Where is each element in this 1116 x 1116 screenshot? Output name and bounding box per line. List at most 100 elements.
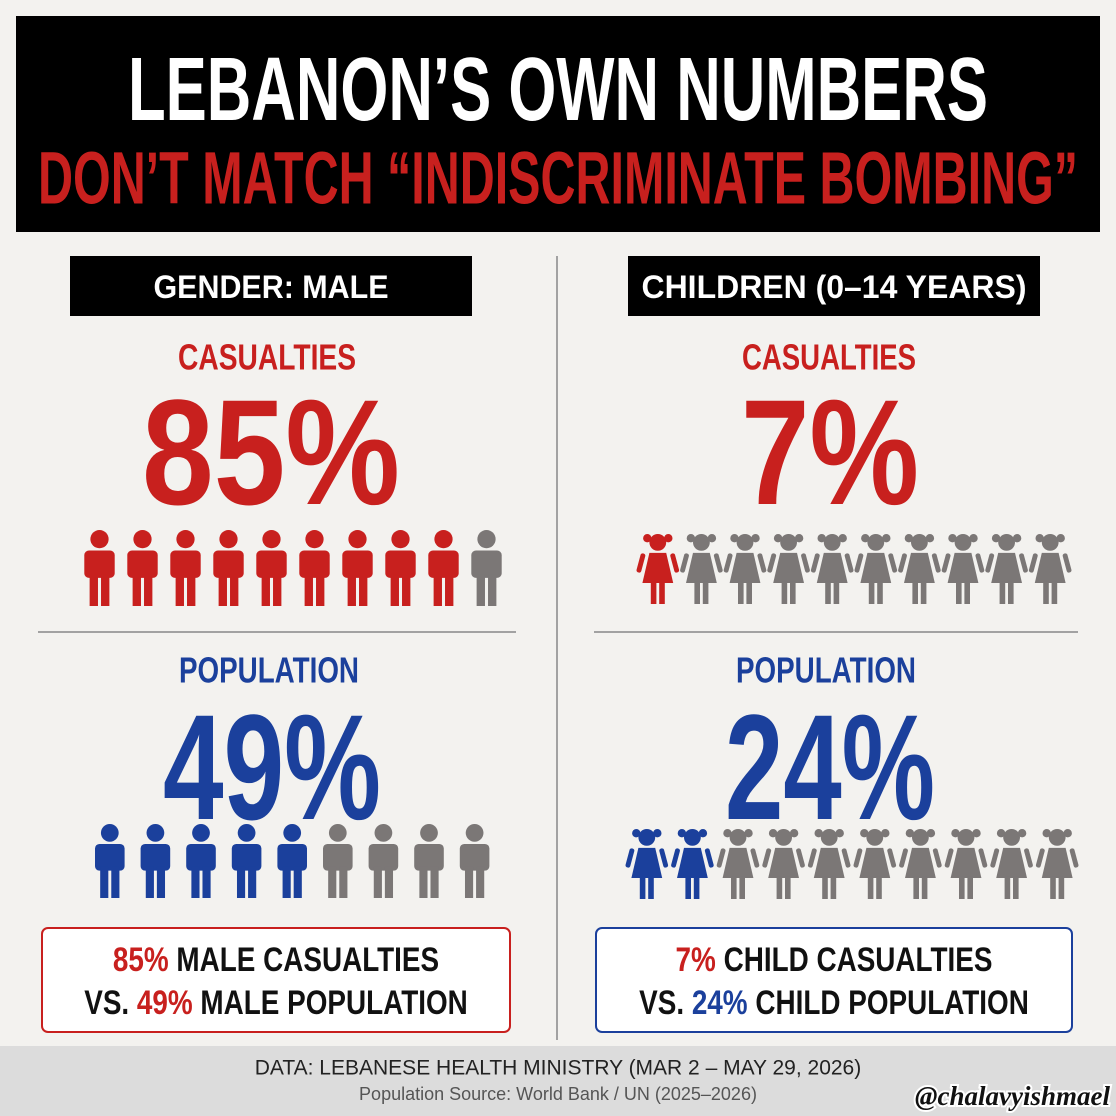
icon-head [305, 530, 324, 549]
icon-leg [445, 574, 454, 606]
icon-arm [1028, 553, 1038, 573]
icon-head [911, 534, 928, 551]
title-line2: DON’T MATCH “INDISCRIMINATE BOMBING” [38, 137, 1078, 220]
icon-body [95, 843, 125, 871]
icon-leg [328, 866, 337, 898]
person-icon [810, 534, 854, 604]
icon-head [998, 534, 1015, 551]
icon-leg [956, 581, 962, 604]
icon-leg [1008, 581, 1014, 604]
icon-leg [825, 581, 831, 604]
icon-arm [944, 848, 954, 868]
casualties-value: 7% [741, 368, 919, 536]
icon-pigtail [1063, 829, 1072, 838]
icon-head [434, 530, 453, 549]
icon-body [213, 550, 244, 578]
person-icon [256, 530, 287, 606]
icon-dress [813, 847, 845, 878]
icon-head [262, 530, 281, 549]
icon-pigtail [632, 829, 641, 838]
person-icon [716, 829, 760, 899]
person-icon [762, 829, 805, 899]
icon-leg [402, 574, 411, 606]
person-icon [990, 829, 1033, 899]
summary-line2: VS. 24% CHILD POPULATION [639, 983, 1029, 1021]
icon-body [140, 843, 171, 871]
icon-head [192, 824, 210, 842]
icon-leg [218, 574, 227, 606]
icon-body [299, 550, 330, 578]
icon-leg [359, 574, 368, 606]
icon-pigtail [1056, 534, 1065, 543]
icon-arm [1069, 848, 1079, 868]
icon-leg [877, 581, 883, 604]
population-label: POPULATION [736, 650, 916, 691]
icon-leg [739, 876, 745, 899]
icon-leg [781, 581, 788, 604]
icon-dress [631, 847, 663, 878]
icon-leg [746, 581, 752, 604]
population-value: 49% [163, 683, 381, 851]
icon-pigtail [972, 829, 981, 838]
icon-leg [693, 876, 700, 899]
icon-leg [921, 876, 928, 899]
icon-head [693, 534, 710, 551]
icon-head [820, 829, 838, 846]
icon-head [823, 534, 841, 551]
heading-box [70, 256, 472, 316]
icon-leg [101, 574, 110, 606]
icon-body [428, 550, 459, 578]
icon-arm [723, 553, 733, 573]
person-icon [368, 824, 399, 898]
icon-body [459, 843, 490, 871]
icon-head [391, 530, 410, 549]
icon-head [1048, 829, 1066, 846]
icon-arm [757, 553, 767, 573]
icon-pigtail [686, 534, 696, 543]
person-icon [899, 829, 942, 899]
icon-head [1041, 534, 1059, 551]
person-icon [231, 824, 262, 898]
icon-body [127, 550, 158, 578]
icon-leg [347, 574, 356, 606]
summary-text: MALE CASUALTIES [176, 940, 439, 978]
icon-head [775, 829, 792, 846]
icon-leg [89, 574, 98, 606]
footer-population-source: Population Source: World Bank / UN (2025… [359, 1084, 757, 1104]
person-icon [944, 829, 988, 899]
icon-pigtail [773, 534, 783, 543]
person-icon [807, 829, 851, 899]
icon-leg [175, 574, 184, 606]
icon-pigtail [951, 829, 960, 838]
icon-dress [904, 552, 935, 583]
icon-head [90, 530, 109, 549]
icon-arm [670, 553, 680, 573]
icon-arm [671, 848, 680, 868]
icon-leg [694, 581, 700, 604]
icon-arm [990, 848, 1000, 868]
icon-leg [738, 581, 744, 604]
icon-pigtail [969, 534, 978, 543]
icon-head [465, 824, 484, 842]
icon-arm [1019, 553, 1028, 573]
person-icon [671, 829, 714, 899]
icon-pigtail [881, 829, 890, 838]
icon-body [231, 843, 262, 871]
icon-arm [975, 553, 985, 573]
icon-pigtail [744, 829, 753, 838]
icon-leg [959, 876, 965, 899]
icon-head [867, 534, 885, 551]
person-icon [636, 534, 680, 604]
icon-arm [801, 553, 810, 573]
person-icon [625, 829, 669, 899]
icon-dress [859, 847, 891, 878]
icon-leg [373, 866, 382, 898]
icon-leg [659, 581, 665, 604]
icon-dress [1041, 847, 1073, 878]
icon-pigtail [751, 534, 760, 543]
icon-leg [304, 574, 313, 606]
icon-leg [111, 866, 120, 898]
person-icon [95, 824, 125, 898]
icon-pigtail [664, 534, 673, 543]
icon-leg [282, 866, 291, 898]
